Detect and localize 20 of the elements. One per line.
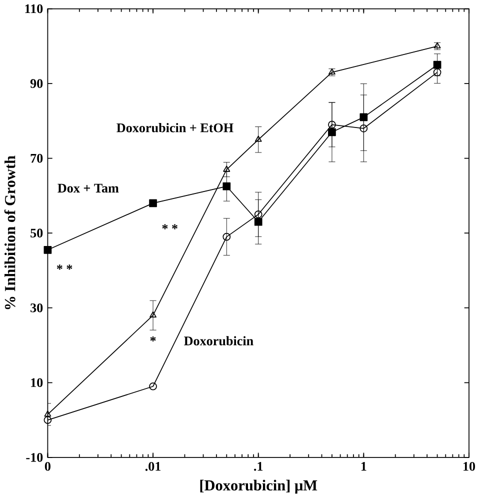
x-tick-label: 1 xyxy=(361,462,366,471)
annotation: * * xyxy=(56,264,72,270)
series-label: Doxorubicin + EtOH xyxy=(116,123,234,132)
y-tick-label: 70 xyxy=(30,154,43,163)
x-tick-label: 0 xyxy=(44,462,51,471)
y-axis-title: % Inhibition of Growth xyxy=(4,156,16,310)
y-tick-label: -10 xyxy=(26,453,43,462)
x-tick-label: 10 xyxy=(464,462,476,471)
y-tick-label: 110 xyxy=(25,4,43,14)
x-tick-label: .01 xyxy=(145,462,161,471)
y-tick-label: 30 xyxy=(30,303,43,312)
annotation: * xyxy=(150,336,156,342)
x-axis-title: [Doxorubicin] μM xyxy=(200,480,318,494)
y-tick-label: 90 xyxy=(30,79,43,88)
annotation: * * xyxy=(162,224,178,230)
y-tick-label: 10 xyxy=(31,378,43,388)
x-tick-label: .1 xyxy=(254,462,263,471)
y-tick-label: 50 xyxy=(30,228,43,238)
series-label: Doxorubicin xyxy=(184,336,254,346)
series-label: Dox + Tam xyxy=(58,184,119,193)
